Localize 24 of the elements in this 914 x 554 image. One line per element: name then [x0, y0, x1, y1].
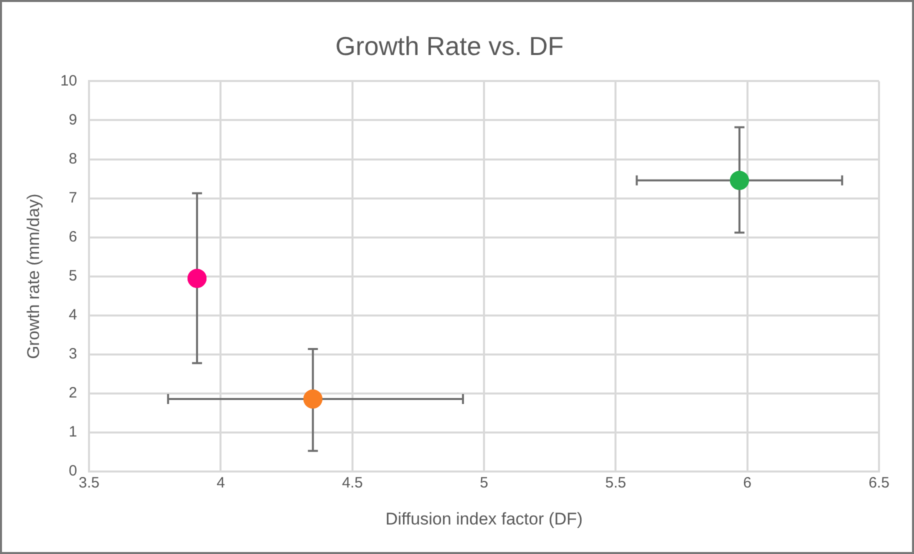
x-tick-label: 6.5 — [868, 474, 890, 492]
x-tick-label: 4.5 — [342, 474, 363, 492]
y-tick-label: 6 — [68, 228, 78, 246]
point — [188, 268, 207, 288]
x-tick-label: 5 — [480, 474, 488, 492]
x-axis-title: Diffusion index factor (DF) — [385, 509, 583, 528]
y-tick-label: 9 — [68, 111, 78, 128]
y-tick-label: 5 — [68, 268, 78, 285]
y-tick-label: 2 — [68, 384, 78, 402]
point — [730, 170, 749, 190]
x-tick-label: 5.5 — [605, 474, 626, 492]
y-tick-label: 7 — [68, 189, 78, 206]
y-tick-label: 3 — [68, 346, 78, 363]
y-tick-label: 8 — [68, 150, 78, 168]
y-tick-label: 0 — [68, 462, 78, 480]
y-tick-label: 4 — [68, 306, 78, 324]
x-tick-label: 6 — [743, 474, 752, 492]
point — [303, 389, 322, 408]
y-tick-label: 10 — [60, 72, 78, 90]
y-tick-label: 1 — [68, 424, 78, 441]
chart-title: Growth Rate vs. DF — [335, 30, 564, 61]
x-tick-label: 3.5 — [78, 474, 100, 492]
y-axis-title: Growth rate (mm/day) — [24, 194, 43, 360]
x-tick-label: 4 — [216, 474, 225, 492]
